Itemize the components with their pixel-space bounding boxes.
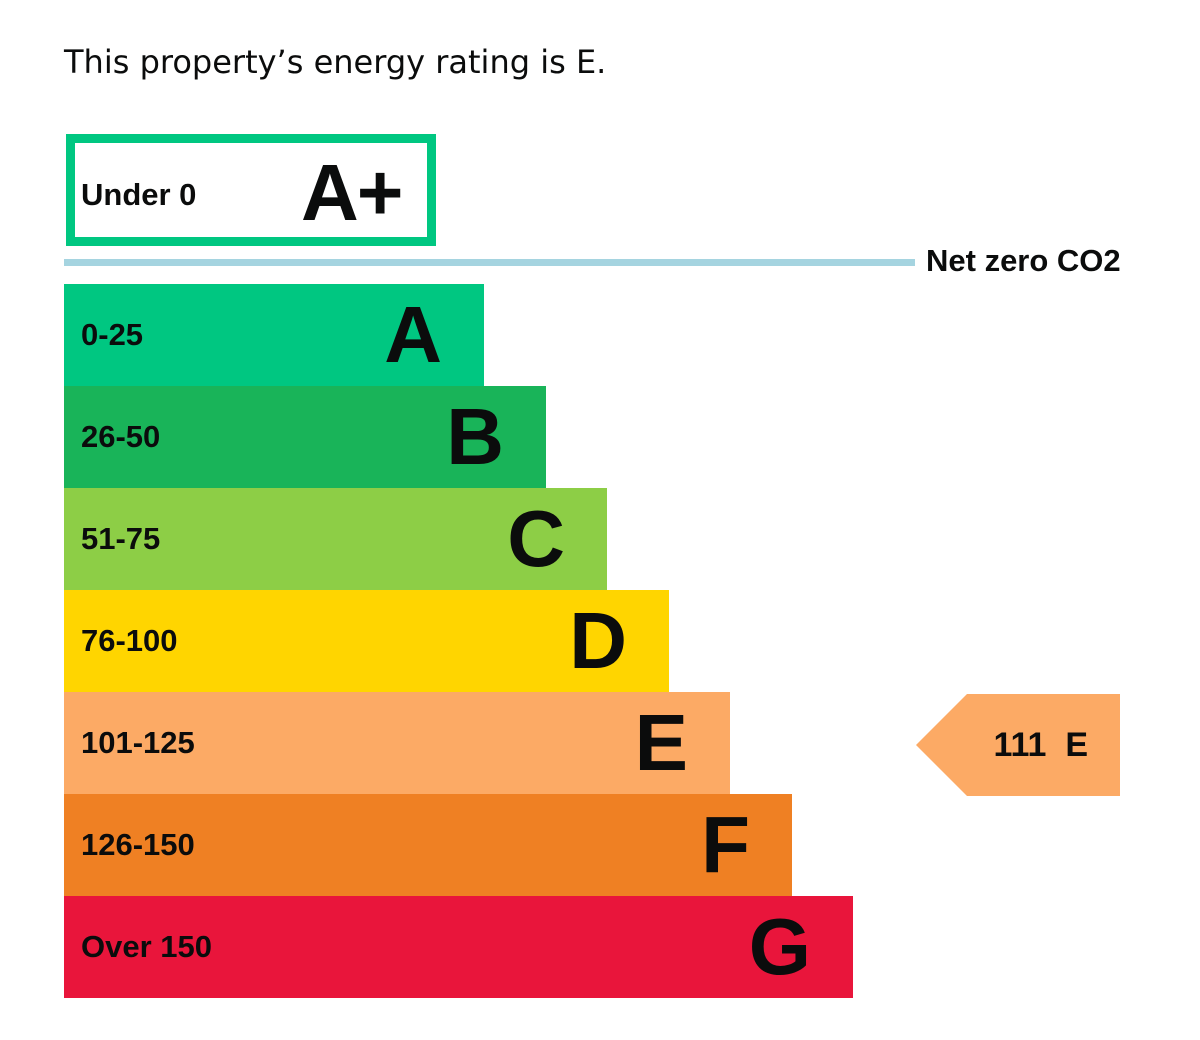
band-f-range: 126-150 bbox=[81, 827, 195, 862]
current-rating-label: 111 E bbox=[993, 725, 1088, 764]
band-a-letter: A bbox=[384, 290, 442, 379]
band-g-letter: G bbox=[748, 902, 811, 991]
band-a: 0-25 A bbox=[64, 284, 484, 386]
band-e-range: 101-125 bbox=[81, 725, 195, 760]
band-g: Over 150 G bbox=[64, 896, 853, 998]
band-c: 51-75 C bbox=[64, 488, 607, 590]
band-d-range: 76-100 bbox=[81, 623, 178, 658]
band-aplus-letter: A+ bbox=[301, 148, 403, 237]
rating-summary: This property’s energy rating is E. bbox=[64, 43, 607, 81]
band-b-letter: B bbox=[446, 392, 504, 481]
current-rating-arrow bbox=[916, 694, 1120, 796]
band-g-range: Over 150 bbox=[81, 929, 212, 964]
band-d-letter: D bbox=[569, 596, 627, 685]
current-rating-marker: 111 E bbox=[916, 694, 1120, 796]
band-e-letter: E bbox=[634, 698, 688, 787]
band-a-range: 0-25 bbox=[81, 317, 144, 352]
band-b: 26-50 B bbox=[64, 386, 546, 488]
band-e: 101-125 E bbox=[64, 692, 730, 794]
band-b-range: 26-50 bbox=[81, 419, 161, 454]
band-f: 126-150 F bbox=[64, 794, 792, 896]
band-c-letter: C bbox=[507, 494, 565, 583]
band-aplus-range: Under 0 bbox=[81, 177, 197, 212]
band-c-range: 51-75 bbox=[81, 521, 161, 556]
band-aplus: Under 0 A+ bbox=[66, 134, 436, 246]
band-d: 76-100 D bbox=[64, 590, 669, 692]
net-zero-label: Net zero CO2 bbox=[926, 243, 1121, 278]
net-zero-line bbox=[64, 259, 915, 266]
band-f-letter: F bbox=[701, 800, 750, 889]
